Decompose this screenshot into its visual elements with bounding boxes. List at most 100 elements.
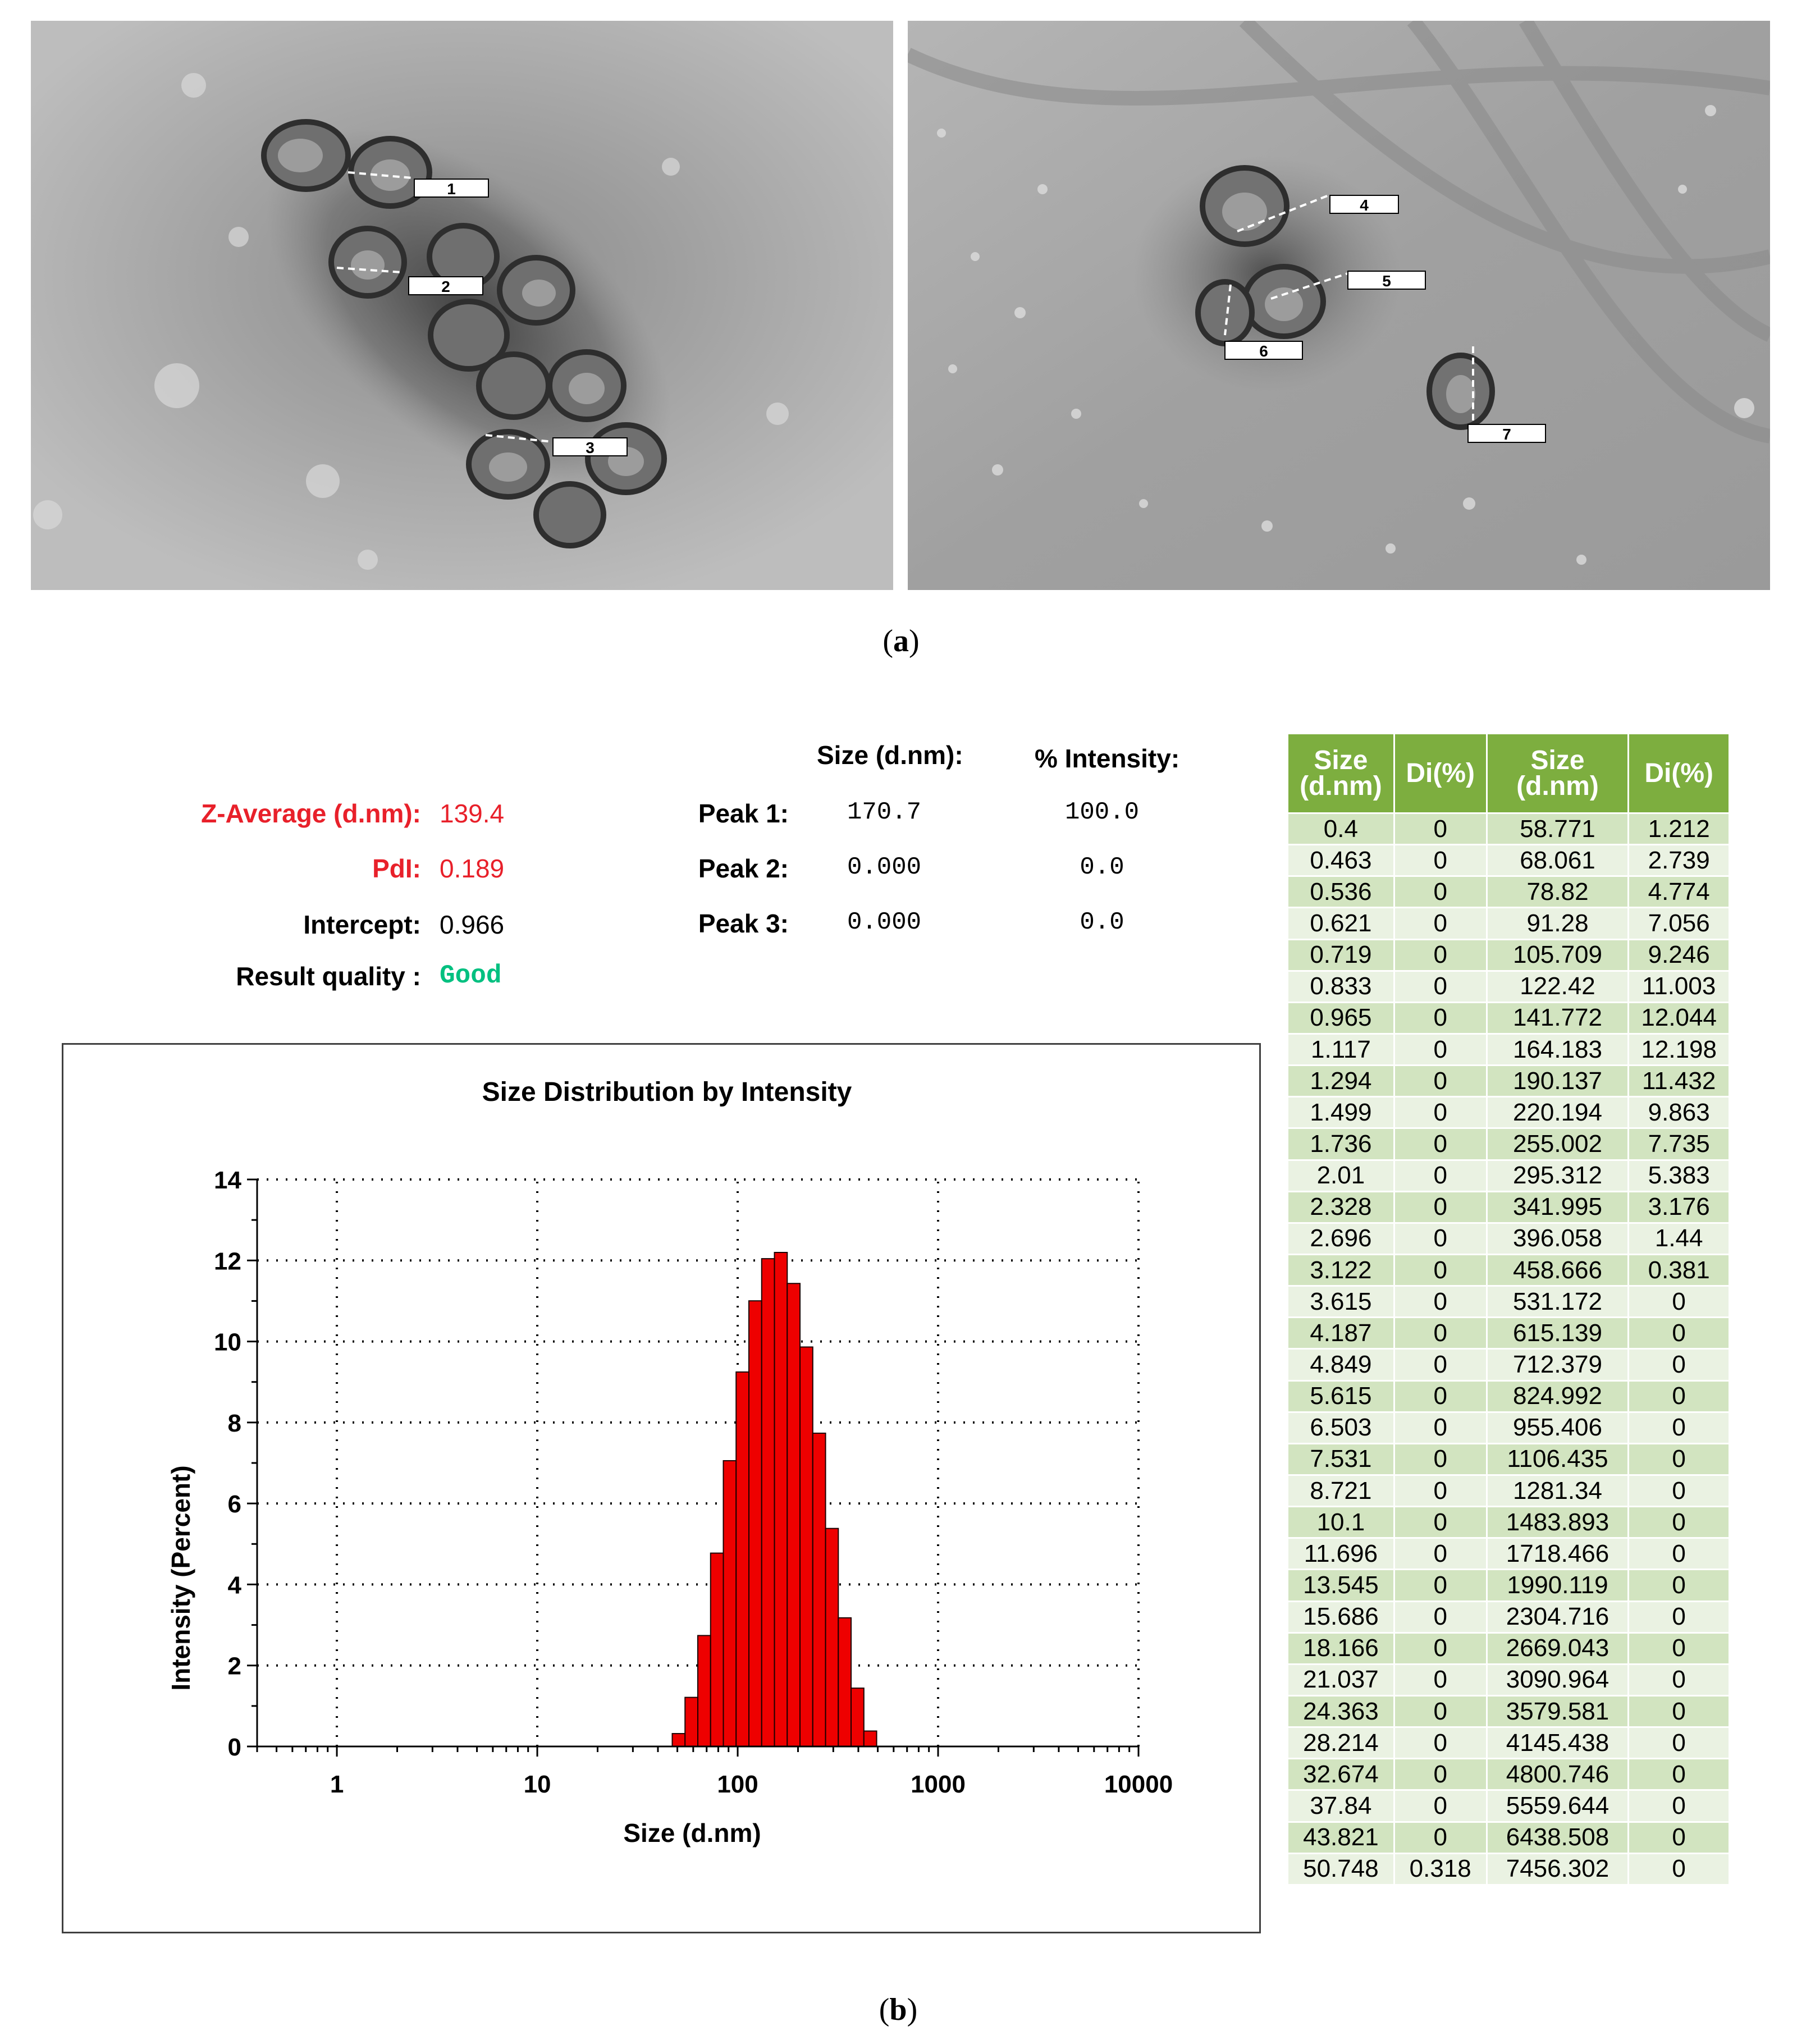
cell-di-2: 7.735 — [1627, 1127, 1730, 1161]
x-tick-label: 10000 — [1104, 1771, 1173, 1798]
x-tick-label: 10 — [524, 1771, 551, 1798]
table-row: 1.294 0 190.137 11.432 — [1287, 1064, 1730, 1098]
cell-di-1: 0 — [1393, 1442, 1488, 1476]
cell-di-1: 0 — [1393, 1190, 1488, 1224]
cell-size-2: 6438.508 — [1485, 1821, 1630, 1854]
cell-size-2: 396.058 — [1485, 1222, 1630, 1255]
cell-size-2: 164.183 — [1485, 1032, 1630, 1067]
cell-di-2: 0 — [1627, 1379, 1730, 1413]
z-average-value: 139.4 — [440, 799, 505, 828]
histogram-bar — [838, 1617, 852, 1747]
x-tick-label: 1 — [330, 1771, 344, 1798]
cell-di-1: 0 — [1393, 1001, 1488, 1035]
table-row: 7.531 0 1106.435 0 — [1287, 1442, 1730, 1476]
y-tick-label: 6 — [228, 1490, 241, 1518]
size-distribution-table: Size (d.nm) Di(%) Size (d.nm) Di(%) 0.4 0… — [1287, 733, 1730, 1886]
cell-size-1: 2.01 — [1287, 1159, 1395, 1192]
cell-di-1: 0 — [1393, 1064, 1488, 1098]
cell-di-2: 0 — [1627, 1852, 1730, 1886]
histogram-bar — [863, 1730, 877, 1747]
caption-b: (b) — [879, 1992, 918, 2027]
result-quality-value: Good — [440, 961, 502, 990]
cell-size-1: 0.463 — [1287, 844, 1395, 877]
cell-size-2: 341.995 — [1485, 1190, 1630, 1224]
x-axis-label: Size (d.nm) — [623, 1818, 761, 1848]
table-row: 2.696 0 396.058 1.44 — [1287, 1222, 1730, 1255]
cell-di-2: 9.246 — [1627, 938, 1730, 972]
cell-di-2: 11.003 — [1627, 970, 1730, 1003]
size-distribution-chart-frame: Size Distribution by Intensity 0 2 4 6 8 10 12… — [62, 1043, 1261, 1933]
cell-size-2: 2304.716 — [1485, 1600, 1630, 1634]
peak-1-label: Peak 1: — [698, 799, 789, 828]
cell-di-2: 12.044 — [1627, 1001, 1730, 1035]
cell-di-2: 0.381 — [1627, 1253, 1730, 1287]
table-row: 0.965 0 141.772 12.044 — [1287, 1001, 1730, 1035]
cell-di-2: 12.198 — [1627, 1032, 1730, 1067]
cell-size-1: 8.721 — [1287, 1474, 1395, 1508]
cell-di-2: 0 — [1627, 1726, 1730, 1760]
table-row: 37.84 0 5559.644 0 — [1287, 1789, 1730, 1823]
cell-size-1: 10.1 — [1287, 1506, 1395, 1539]
pdi-label: PdI: — [372, 854, 421, 883]
table-row: 32.674 0 4800.746 0 — [1287, 1758, 1730, 1791]
peak-2-size: 0.000 — [847, 853, 922, 881]
micrograph-right-image — [908, 21, 1770, 590]
cell-size-2: 824.992 — [1485, 1379, 1630, 1413]
histogram-bar — [710, 1552, 724, 1748]
table-row: 15.686 0 2304.716 0 — [1287, 1600, 1730, 1634]
cell-size-1: 4.187 — [1287, 1316, 1395, 1350]
cell-size-1: 7.531 — [1287, 1442, 1395, 1476]
z-average-label: Z-Average (d.nm): — [201, 799, 421, 828]
x-tick-label: 100 — [717, 1771, 758, 1798]
particle-label-1: 1 — [414, 179, 489, 198]
cell-size-1: 0.4 — [1287, 812, 1395, 846]
cell-size-2: 190.137 — [1485, 1064, 1630, 1098]
cell-size-2: 3090.964 — [1485, 1663, 1630, 1697]
cell-size-2: 91.28 — [1485, 907, 1630, 940]
peak-3-intensity: 0.0 — [1080, 908, 1124, 936]
y-tick-label: 14 — [214, 1167, 241, 1194]
histogram-bar — [799, 1346, 813, 1747]
histogram-bar — [761, 1258, 775, 1747]
cell-di-1: 0 — [1393, 1663, 1488, 1697]
intensity-column-header: % Intensity: — [1035, 744, 1180, 773]
table-header-size-1: Size (d.nm) — [1287, 733, 1395, 814]
peak-3-label: Peak 3: — [698, 909, 789, 938]
peak-1-intensity: 100.0 — [1064, 798, 1140, 826]
cell-di-2: 3.176 — [1627, 1190, 1730, 1224]
peak-2-label: Peak 2: — [698, 854, 789, 883]
cell-size-2: 4800.746 — [1485, 1758, 1630, 1791]
cell-size-1: 21.037 — [1287, 1663, 1395, 1697]
tem-micrograph-left: 1 2 3 — [31, 21, 893, 590]
table-row: 8.721 0 1281.34 0 — [1287, 1474, 1730, 1508]
cell-size-1: 24.363 — [1287, 1694, 1395, 1729]
cell-di-1: 0 — [1393, 907, 1488, 940]
table-row: 50.748 0.318 7456.302 0 — [1287, 1852, 1730, 1886]
cell-di-2: 0 — [1627, 1569, 1730, 1602]
size-distribution-chart: Size Distribution by Intensity 0 2 4 6 8 10 12… — [166, 1077, 1173, 1848]
cell-di-2: 0 — [1627, 1694, 1730, 1729]
y-tick-label: 2 — [228, 1653, 241, 1680]
histogram-bar — [851, 1688, 865, 1747]
cell-di-2: 0 — [1627, 1631, 1730, 1665]
intercept-label: Intercept: — [303, 910, 421, 939]
table-row: 0.536 0 78.82 4.774 — [1287, 875, 1730, 909]
cell-size-1: 3.615 — [1287, 1285, 1395, 1319]
cell-di-1: 0.318 — [1393, 1852, 1488, 1886]
table-row: 0.621 0 91.28 7.056 — [1287, 907, 1730, 940]
table-row: 0.4 0 58.771 1.212 — [1287, 812, 1730, 846]
cell-size-2: 615.139 — [1485, 1316, 1630, 1350]
table-row: 0.833 0 122.42 11.003 — [1287, 970, 1730, 1003]
histogram-bar — [684, 1697, 699, 1748]
cell-di-1: 0 — [1393, 1253, 1488, 1287]
histogram-bar — [787, 1283, 801, 1747]
cell-size-2: 2669.043 — [1485, 1631, 1630, 1665]
peak-2-intensity: 0.0 — [1080, 853, 1124, 881]
size-column-header: Size (d.nm): — [817, 740, 963, 770]
cell-di-1: 0 — [1393, 1127, 1488, 1161]
cell-di-1: 0 — [1393, 1096, 1488, 1130]
cell-di-1: 0 — [1393, 970, 1488, 1003]
cell-size-2: 255.002 — [1485, 1127, 1630, 1161]
cell-size-2: 58.771 — [1485, 812, 1630, 846]
table-row: 43.821 0 6438.508 0 — [1287, 1821, 1730, 1854]
